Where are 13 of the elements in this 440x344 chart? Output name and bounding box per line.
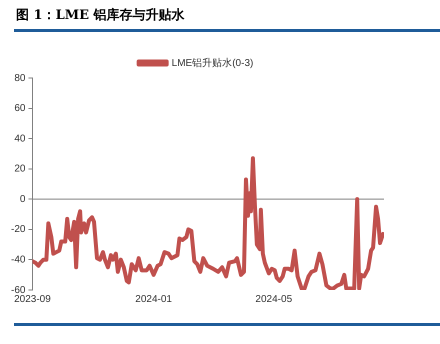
y-tick-label: -40 xyxy=(11,254,26,266)
y-tick-label: 80 xyxy=(14,72,26,84)
x-tick-label: 2023-09 xyxy=(14,294,52,305)
y-tick-label: 60 xyxy=(14,103,26,114)
y-tick-label: 40 xyxy=(14,133,26,144)
x-tick-label: 2024-05 xyxy=(255,294,293,305)
legend-label: LME铝升贴水(0-3) xyxy=(172,56,254,69)
x-tick-label: 2024-01 xyxy=(135,294,172,305)
y-tick-label: 0 xyxy=(20,194,26,205)
chart-title: 图 1：LME 铝库存与升贴水 xyxy=(16,6,185,24)
y-tick-label: 20 xyxy=(14,164,26,175)
y-tick-label: -20 xyxy=(11,224,26,236)
y-tick-label: -60 xyxy=(11,284,26,296)
